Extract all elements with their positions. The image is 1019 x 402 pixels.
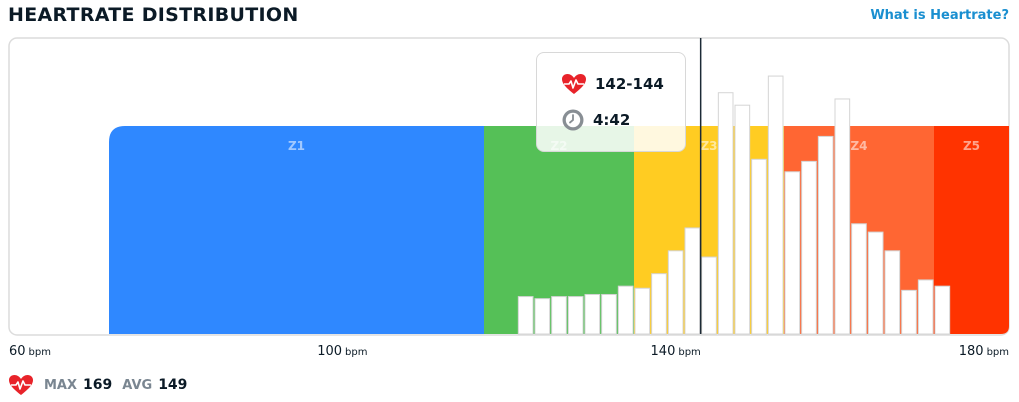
x-tick-label: 60 bpm bbox=[9, 344, 51, 359]
heartbeat-icon bbox=[9, 375, 33, 395]
histogram-bar[interactable] bbox=[934, 285, 951, 335]
hover-tooltip: 142-144 4:42 bbox=[536, 52, 686, 152]
x-tick-label: 140 bpm bbox=[651, 344, 701, 359]
histogram-bar[interactable] bbox=[534, 298, 551, 335]
histogram-bar[interactable] bbox=[734, 104, 751, 335]
histogram-bar[interactable] bbox=[834, 98, 851, 335]
histogram-bar[interactable] bbox=[784, 171, 801, 335]
heartrate-summary: MAX 169 AVG 149 bbox=[8, 374, 187, 396]
histogram-bar[interactable] bbox=[684, 227, 701, 335]
histogram-bar[interactable] bbox=[701, 256, 717, 335]
page-title: HEARTRATE DISTRIBUTION bbox=[8, 4, 299, 26]
what-is-heartrate-link[interactable]: What is Heartrate? bbox=[870, 8, 1009, 23]
histogram-bar[interactable] bbox=[867, 231, 884, 335]
avg-label: AVG bbox=[122, 377, 153, 393]
histogram-bar[interactable] bbox=[767, 75, 784, 335]
histogram-bar[interactable] bbox=[884, 250, 901, 335]
histogram-bar[interactable] bbox=[584, 293, 601, 335]
histogram-bar[interactable] bbox=[717, 92, 734, 335]
avg-value: 149 bbox=[158, 377, 188, 393]
max-label: MAX bbox=[44, 377, 78, 393]
histogram-bar[interactable] bbox=[651, 273, 667, 335]
histogram-bar[interactable] bbox=[851, 223, 867, 335]
histogram-bar[interactable] bbox=[801, 160, 817, 335]
histogram-bar[interactable] bbox=[901, 289, 917, 335]
zone-label-z1: Z1 bbox=[288, 139, 305, 153]
tooltip-bpm-range: 142-144 bbox=[595, 75, 664, 93]
histogram-bar[interactable] bbox=[667, 250, 684, 335]
histogram-bar[interactable] bbox=[517, 296, 534, 335]
max-value: 169 bbox=[83, 377, 113, 393]
zone-band-z1 bbox=[109, 126, 484, 334]
heartbeat-icon bbox=[562, 74, 586, 94]
histogram-bar[interactable] bbox=[617, 285, 634, 335]
histogram-bar[interactable] bbox=[917, 279, 934, 335]
histogram-bar[interactable] bbox=[634, 287, 651, 335]
histogram-bar[interactable] bbox=[817, 135, 834, 335]
zone-band-z5 bbox=[934, 126, 1009, 334]
histogram-bar[interactable] bbox=[551, 296, 567, 335]
x-tick-label: 100 bpm bbox=[317, 344, 367, 359]
clock-icon bbox=[562, 109, 584, 131]
x-tick-label: 180 bpm bbox=[959, 344, 1009, 359]
zone-label-z3: Z3 bbox=[700, 139, 717, 153]
histogram-bar[interactable] bbox=[751, 158, 767, 335]
zone-label-z4: Z4 bbox=[850, 139, 867, 153]
tooltip-duration: 4:42 bbox=[593, 111, 631, 129]
zone-label-z5: Z5 bbox=[963, 139, 980, 153]
histogram-bar[interactable] bbox=[567, 296, 584, 335]
histogram-bar[interactable] bbox=[601, 293, 617, 335]
